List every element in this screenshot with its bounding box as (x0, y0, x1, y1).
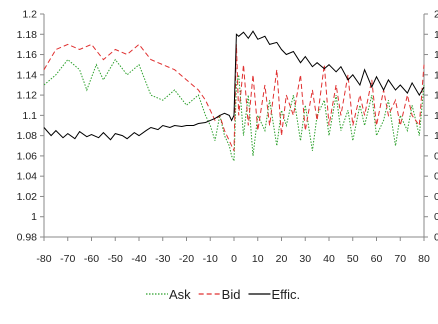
y-tick-label: 1.16 (17, 49, 38, 61)
y2-tick-label: 1 (434, 130, 438, 142)
y-tick-label: 1.04 (17, 171, 38, 183)
x-tick-label: 70 (394, 253, 406, 265)
y-tick-label: 1.12 (17, 90, 38, 102)
y2-tick-label: 1 (434, 49, 438, 61)
series-line-bid (43, 43, 425, 152)
x-tick-label: -70 (60, 253, 75, 265)
y2-tick-label: 1 (434, 90, 438, 102)
x-tick-label: 40 (323, 253, 335, 265)
y2-tick-label: 1 (434, 29, 438, 41)
series-lines (43, 30, 425, 162)
y2-tick-label: 2 (434, 9, 438, 21)
y2-tick-label: 1 (434, 110, 438, 122)
y-tick-label: 1.02 (17, 191, 38, 203)
y2-tick-label: 0 (434, 191, 438, 203)
y-tick-label: 1.1 (22, 110, 37, 122)
x-tick-label: -50 (108, 253, 123, 265)
y-tick-label: 1.14 (17, 69, 38, 81)
x-tick-label: -80 (36, 253, 51, 265)
x-tick-label: 80 (418, 253, 430, 265)
x-tick-label: 50 (347, 253, 359, 265)
y-tick-label: 1.18 (17, 29, 38, 41)
x-tick-label: -40 (131, 253, 146, 265)
x-tick-label: 30 (299, 253, 311, 265)
y2-tick-label: 0 (434, 150, 438, 162)
y2-tick-label: 0 (434, 232, 438, 244)
y-tick-label: 1 (31, 211, 37, 223)
x-tick-label: 10 (252, 253, 264, 265)
x-tick-label: -10 (203, 253, 218, 265)
y2-tick-label: 1 (434, 69, 438, 81)
y-tick-label: 1.08 (17, 130, 38, 142)
x-tick-label: -20 (179, 253, 194, 265)
y-tick-label: 1.06 (17, 150, 38, 162)
y-tick-label: 0.98 (17, 232, 38, 244)
x-tick-label: 60 (371, 253, 383, 265)
legend: Ask Bid Effic. (146, 287, 300, 302)
legend-label-effic: Effic. (271, 287, 300, 302)
y-tick-label: 1.2 (22, 9, 37, 21)
y2-tick-label: 0 (434, 211, 438, 223)
axes: 0.98 1 1.02 1.04 1.06 1.08 1.1 1.12 1.14 1.16 1.18… (17, 9, 438, 266)
x-tick-label: -30 (155, 253, 170, 265)
legend-label-ask: Ask (169, 287, 191, 302)
series-line-effic (43, 30, 425, 141)
legend-label-bid: Bid (222, 287, 241, 302)
x-tick-label: 20 (276, 253, 288, 265)
y2-tick-label: 0 (434, 171, 438, 183)
x-tick-label: 0 (231, 253, 237, 265)
x-tick-label: -60 (84, 253, 99, 265)
